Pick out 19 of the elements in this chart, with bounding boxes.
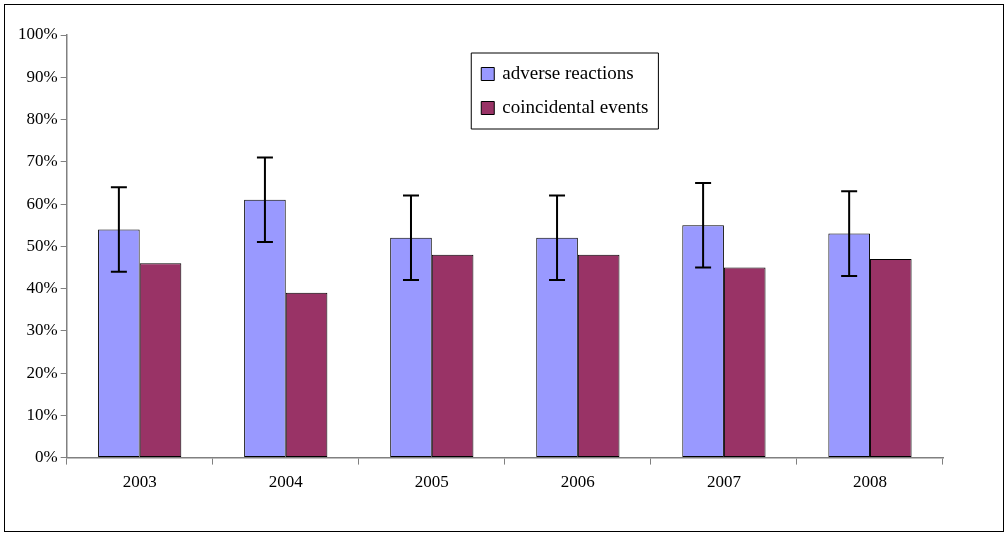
x-tick-label: 2007 bbox=[706, 472, 742, 492]
y-tick-label: 0% bbox=[34, 447, 58, 467]
y-tick-label: 50% bbox=[26, 235, 58, 255]
y-tick-label: 70% bbox=[26, 151, 58, 171]
x-tick-label: 2003 bbox=[122, 472, 157, 492]
x-tick-label: 2005 bbox=[414, 472, 449, 492]
y-tick-label: 80% bbox=[26, 108, 58, 128]
x-tick-label: 2004 bbox=[268, 472, 304, 492]
legend-label: adverse reactions bbox=[502, 61, 634, 83]
y-tick-label: 90% bbox=[26, 66, 58, 86]
legend-label: coincidental events bbox=[502, 95, 649, 117]
y-tick-label: 40% bbox=[26, 278, 58, 298]
y-tick-label: 60% bbox=[26, 193, 58, 213]
y-tick-label: 10% bbox=[26, 404, 58, 424]
x-tick-label: 2006 bbox=[560, 472, 595, 492]
y-tick-label: 20% bbox=[26, 362, 58, 382]
y-tick-label: 30% bbox=[26, 320, 58, 340]
y-tick-label: 100% bbox=[17, 24, 58, 44]
x-tick-label: 2008 bbox=[852, 472, 887, 492]
